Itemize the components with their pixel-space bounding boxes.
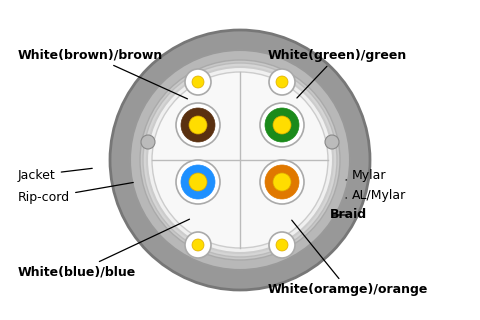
Circle shape bbox=[189, 173, 207, 191]
Circle shape bbox=[181, 165, 215, 199]
Text: Mylar: Mylar bbox=[346, 169, 386, 181]
Circle shape bbox=[185, 232, 211, 258]
Text: White(blue)/blue: White(blue)/blue bbox=[18, 219, 190, 278]
Text: White(brown)/brown: White(brown)/brown bbox=[18, 49, 188, 99]
Circle shape bbox=[273, 173, 291, 191]
Circle shape bbox=[260, 103, 304, 147]
Text: AL/Mylar: AL/Mylar bbox=[346, 188, 406, 202]
Circle shape bbox=[143, 63, 337, 257]
Circle shape bbox=[273, 116, 291, 134]
Text: Braid: Braid bbox=[330, 209, 367, 221]
Circle shape bbox=[110, 30, 370, 290]
Circle shape bbox=[269, 69, 295, 95]
Text: White(oramge)/orange: White(oramge)/orange bbox=[268, 220, 428, 297]
Circle shape bbox=[130, 50, 350, 270]
Circle shape bbox=[276, 239, 288, 251]
Text: Jacket: Jacket bbox=[18, 168, 92, 181]
Circle shape bbox=[192, 239, 204, 251]
Circle shape bbox=[176, 103, 220, 147]
Circle shape bbox=[265, 165, 299, 199]
Circle shape bbox=[152, 72, 328, 248]
Circle shape bbox=[189, 116, 207, 134]
Circle shape bbox=[269, 232, 295, 258]
Circle shape bbox=[176, 160, 220, 204]
Circle shape bbox=[147, 67, 333, 253]
Circle shape bbox=[276, 76, 288, 88]
Circle shape bbox=[141, 135, 155, 149]
Circle shape bbox=[192, 76, 204, 88]
Text: Rip-cord: Rip-cord bbox=[18, 182, 133, 204]
Circle shape bbox=[325, 135, 339, 149]
Circle shape bbox=[181, 108, 215, 142]
Circle shape bbox=[140, 60, 340, 260]
Circle shape bbox=[265, 108, 299, 142]
Text: White(green)/green: White(green)/green bbox=[268, 49, 407, 98]
Circle shape bbox=[185, 69, 211, 95]
Circle shape bbox=[260, 160, 304, 204]
